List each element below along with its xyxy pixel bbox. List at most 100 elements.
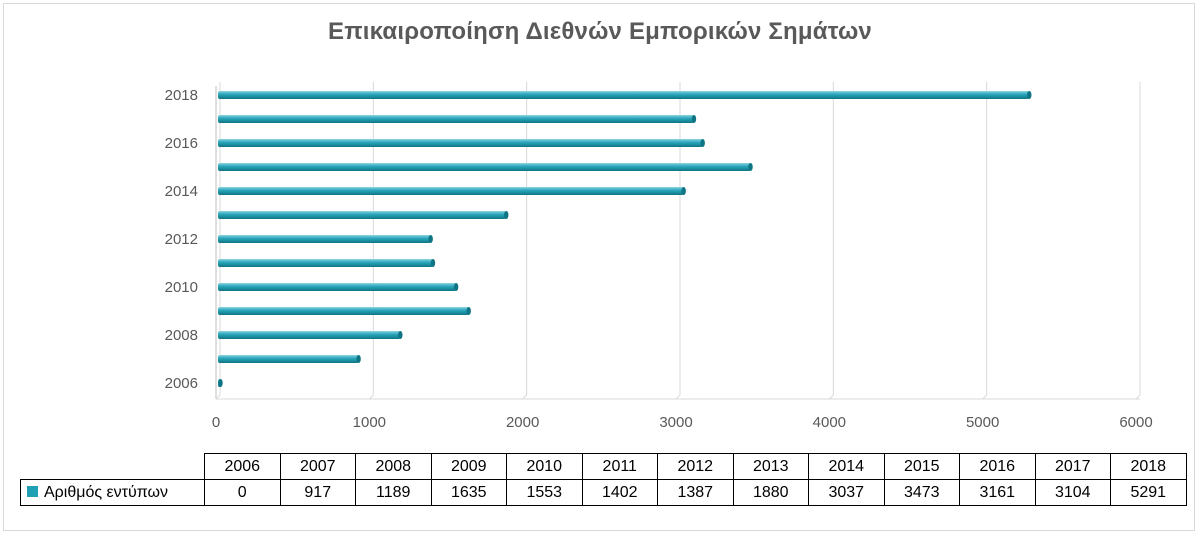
- y-tick-label: 2010: [165, 279, 198, 296]
- bar-body: [218, 283, 457, 291]
- bar-body: [218, 211, 507, 219]
- y-tick-label: 2016: [165, 135, 198, 152]
- gridline-3d-edge: [675, 394, 681, 400]
- x-tick-label: 4000: [813, 414, 846, 431]
- bar-cap: [681, 187, 686, 195]
- bar-cap: [748, 163, 753, 171]
- gridline-3d-edge: [828, 394, 834, 400]
- bar-cap: [691, 115, 697, 123]
- legend-swatch: [27, 485, 38, 497]
- bar-body: [218, 331, 401, 339]
- chart-title: Επικαιροποίηση Διεθνών Εμπορικών Σημάτων: [328, 18, 872, 45]
- y-tick-label: 2012: [165, 231, 198, 248]
- series-name: Αριθμός εντύπων: [44, 483, 169, 501]
- x-axis-ticks: 0 1000 2000 3000 4000 5000 6000: [212, 414, 1153, 431]
- data-table-year-cell: 2009: [430, 453, 507, 480]
- bar: [218, 259, 436, 267]
- data-table-series-row: Αριθμός εντύπων 0 917 1189 1635 1553 1402 1387…: [20, 479, 1187, 506]
- bar: [218, 187, 686, 195]
- x-tick-label: 3000: [659, 414, 692, 431]
- bar-body: [218, 259, 433, 267]
- bar: [218, 355, 361, 363]
- data-table-year-cell: 2011: [581, 453, 658, 480]
- bar: [218, 163, 753, 171]
- y-tick-label: 2006: [165, 375, 198, 392]
- data-table-value-cell: 5291: [1110, 479, 1187, 506]
- bar-body: [218, 307, 469, 315]
- x-tick-label: 2000: [506, 414, 539, 431]
- data-table-year-cell: 2006: [204, 453, 281, 480]
- data-table-year-cell: 2018: [1110, 453, 1187, 480]
- bar: [218, 91, 1032, 99]
- bar-body: [218, 355, 359, 363]
- bar-body: [218, 235, 431, 243]
- gridlines: [215, 82, 1141, 400]
- bar-cap: [504, 211, 509, 219]
- data-table-year-cell: 2014: [808, 453, 885, 480]
- bar-cap: [356, 355, 361, 363]
- data-table-series-label: Αριθμός εντύπων: [20, 479, 205, 506]
- data-table-year-cell: 2016: [959, 453, 1036, 480]
- gridline-3d-edge: [215, 394, 221, 400]
- bar: [218, 235, 433, 243]
- bar-cap: [218, 379, 223, 387]
- bar-cap: [453, 283, 459, 291]
- data-table-value-cell: 0: [204, 479, 281, 506]
- data-table-value-cell: 1553: [506, 479, 583, 506]
- gridline-3d-edge: [368, 394, 374, 400]
- data-table-value-cell: 3473: [883, 479, 960, 506]
- bar-body: [218, 163, 751, 171]
- data-table-header-row: 2006 2007 2008 2009 2010 2011 2012 2013 2014 2015…: [21, 453, 1187, 480]
- x-tick-label: 0: [212, 414, 220, 431]
- y-tick-label: 2014: [165, 183, 198, 200]
- gridline-3d-edge: [982, 394, 988, 400]
- bar-body: [218, 91, 1030, 99]
- bar-series: [218, 91, 1032, 387]
- y-tick-label: 2008: [165, 327, 198, 344]
- bar: [218, 307, 471, 315]
- bar: [218, 211, 509, 219]
- data-table-value-cell: 1387: [657, 479, 734, 506]
- bar-cap: [700, 139, 705, 147]
- bar-cap: [1027, 91, 1032, 99]
- bar: [218, 115, 697, 123]
- x-tick-label: 5000: [966, 414, 999, 431]
- bar: [218, 283, 459, 291]
- data-table: 2006 2007 2008 2009 2010 2011 2012 2013 2014 2015…: [20, 453, 1187, 506]
- data-table-value-cell: 1402: [581, 479, 658, 506]
- bar-chart-svg: 2006 2008 2010 2012 2014 2016 2018 0 1000 2000 30…: [165, 82, 1153, 431]
- y-axis-ticks: 2006 2008 2010 2012 2014 2016 2018: [165, 87, 198, 392]
- gridline-3d-edge: [522, 394, 528, 400]
- bar-cap: [430, 259, 436, 267]
- data-table-year-cell: 2015: [883, 453, 960, 480]
- data-table-year-cell: 2010: [506, 453, 583, 480]
- data-table-year-cell: 2007: [279, 453, 356, 480]
- bar: [218, 379, 223, 387]
- bar-body: [218, 187, 684, 195]
- x-tick-label: 6000: [1119, 414, 1152, 431]
- data-table-value-cell: 1880: [732, 479, 809, 506]
- bar: [218, 139, 705, 147]
- data-table-year-cell: 2008: [355, 453, 432, 480]
- bar: [218, 331, 403, 339]
- bar-body: [218, 139, 703, 147]
- bar-cap: [466, 307, 471, 315]
- bar-cap: [428, 235, 433, 243]
- data-table-year-cell: 2012: [657, 453, 734, 480]
- data-table-value-cell: 3037: [808, 479, 885, 506]
- data-table-value-cell: 1635: [430, 479, 507, 506]
- data-table-corner: [21, 454, 205, 480]
- data-table-year-cell: 2013: [732, 453, 809, 480]
- data-table-year-cell: 2017: [1034, 453, 1111, 480]
- gridline-3d-edge: [1135, 394, 1141, 400]
- data-table-value-cell: 1189: [355, 479, 432, 506]
- data-table-value-cell: 917: [279, 479, 356, 506]
- data-table-value-cell: 3161: [959, 479, 1036, 506]
- x-tick-label: 1000: [353, 414, 386, 431]
- bar-body: [218, 115, 694, 123]
- chart-frame: [3, 3, 1195, 531]
- data-table-value-cell: 3104: [1034, 479, 1111, 506]
- y-tick-label: 2018: [165, 87, 198, 104]
- bar-cap: [398, 331, 403, 339]
